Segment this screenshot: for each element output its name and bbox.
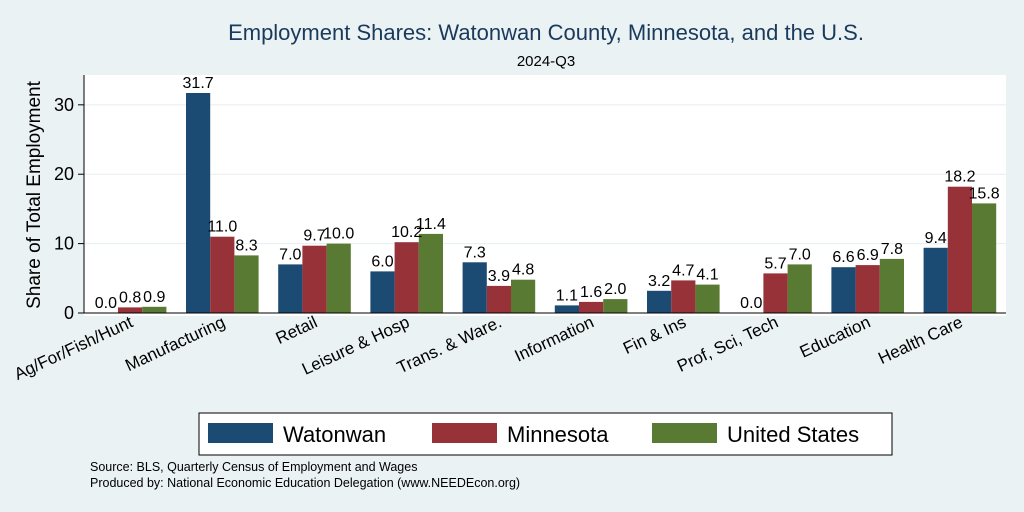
- data-label-watonwan-leisure-hosp: 6.0: [371, 253, 393, 270]
- data-label-minnesota-information: 1.6: [580, 284, 602, 301]
- bar-minnesota-fin-ins: [671, 280, 696, 313]
- legend-box: [198, 412, 893, 456]
- category-label-trans-ware: Trans. & Ware.: [394, 312, 504, 377]
- category-label-fin-ins: Fin & Ins: [620, 312, 689, 358]
- category-label-information: Information: [512, 312, 597, 365]
- chart-title: Employment Shares: Watonwan County, Minn…: [228, 20, 864, 45]
- data-label-watonwan-ag-for-fish-hunt: 0.0: [95, 295, 117, 312]
- legend: Watonwan Minnesota United States: [198, 412, 893, 456]
- y-tick-label: 0: [64, 303, 74, 323]
- legend-swatch-watonwan: [208, 423, 273, 443]
- category-label-health-care: Health Care: [875, 312, 965, 368]
- chart-subtitle: 2024-Q3: [517, 53, 575, 70]
- bar-minnesota-manufacturing: [210, 236, 235, 313]
- bar-watonwan-education: [831, 267, 856, 313]
- bar-united-states-education: [879, 258, 904, 313]
- data-label-watonwan-information: 1.1: [556, 287, 578, 304]
- legend-label-minnesota: Minnesota: [507, 422, 609, 447]
- source-note: Source: BLS, Quarterly Census of Employm…: [90, 460, 417, 474]
- category-label-education: Education: [797, 312, 874, 361]
- bar-watonwan-health-care: [923, 247, 948, 313]
- bar-united-states-information: [603, 299, 628, 313]
- data-label-united-states-trans-ware: 4.8: [512, 262, 534, 279]
- data-label-minnesota-fin-ins: 4.7: [672, 262, 694, 279]
- y-tick-label: 20: [54, 164, 74, 184]
- data-label-minnesota-health-care: 18.2: [944, 169, 975, 186]
- bar-watonwan-leisure-hosp: [370, 271, 395, 313]
- y-axis-title: Share of Total Employment: [24, 80, 45, 308]
- legend-swatch-minnesota: [432, 423, 497, 443]
- y-tick-label: 30: [54, 95, 74, 115]
- data-label-minnesota-ag-for-fish-hunt: 0.8: [119, 289, 141, 306]
- data-label-watonwan-education: 6.6: [832, 249, 854, 266]
- category-label-prof-sci-tech: Prof, Sci, Tech: [674, 312, 781, 375]
- bar-united-states-health-care: [972, 203, 997, 313]
- produced-by-note: Produced by: National Economic Education…: [90, 476, 520, 490]
- legend-label-watonwan: Watonwan: [283, 422, 386, 447]
- bar-minnesota-retail: [302, 245, 327, 313]
- data-label-minnesota-education: 6.9: [857, 247, 879, 264]
- bar-minnesota-health-care: [947, 186, 972, 313]
- data-label-united-states-health-care: 15.8: [969, 185, 1000, 202]
- gridlines: [84, 104, 1006, 245]
- bar-minnesota-information: [579, 301, 604, 313]
- category-label-retail: Retail: [273, 312, 320, 348]
- bars: [84, 93, 1006, 314]
- bar-watonwan-trans-ware: [462, 262, 487, 313]
- bar-united-states-retail: [326, 243, 351, 313]
- bar-united-states-prof-sci-tech: [787, 264, 812, 313]
- bar-watonwan-retail: [278, 264, 303, 313]
- data-label-united-states-ag-for-fish-hunt: 0.9: [143, 289, 165, 306]
- bar-minnesota-trans-ware: [486, 285, 511, 313]
- data-label-minnesota-prof-sci-tech: 5.7: [764, 255, 786, 272]
- legend-label-united-states: United States: [727, 422, 859, 447]
- legend-swatch-united-states: [652, 423, 717, 443]
- data-label-minnesota-retail: 9.7: [303, 228, 325, 245]
- bar-united-states-manufacturing: [234, 255, 259, 313]
- data-label-united-states-prof-sci-tech: 7.0: [789, 246, 811, 263]
- data-label-united-states-retail: 10.0: [323, 226, 354, 243]
- data-label-watonwan-health-care: 9.4: [925, 230, 947, 247]
- data-label-minnesota-leisure-hosp: 10.2: [391, 224, 422, 241]
- data-label-watonwan-retail: 7.0: [279, 246, 301, 263]
- y-axis: 0 10 20 30: [54, 75, 85, 323]
- data-label-watonwan-fin-ins: 3.2: [648, 273, 670, 290]
- category-label-ag-for-fish-hunt: Ag/For/Fish/Hunt: [11, 312, 136, 384]
- bar-watonwan-information: [554, 305, 579, 313]
- data-label-watonwan-trans-ware: 7.3: [464, 244, 486, 261]
- bar-watonwan-fin-ins: [647, 290, 672, 313]
- bar-minnesota-education: [855, 265, 880, 313]
- bar-minnesota-ag-for-fish-hunt: [118, 307, 143, 313]
- data-label-minnesota-manufacturing: 11.0: [207, 219, 237, 236]
- bar-united-states-ag-for-fish-hunt: [142, 306, 167, 313]
- category-label-manufacturing: Manufacturing: [122, 312, 228, 375]
- bar-minnesota-leisure-hosp: [394, 242, 419, 313]
- data-labels: 0.0 0.8 0.931.711.08.37.09.710.06.010.211.…: [95, 75, 1000, 312]
- data-label-united-states-leisure-hosp: 11.4: [416, 216, 446, 233]
- data-label-united-states-education: 7.8: [881, 241, 903, 258]
- y-tick-label: 10: [54, 234, 74, 254]
- data-label-watonwan-prof-sci-tech: 0.0: [740, 295, 762, 312]
- bar-united-states-trans-ware: [511, 279, 536, 313]
- data-label-minnesota-trans-ware: 3.9: [488, 268, 510, 285]
- bar-united-states-fin-ins: [695, 284, 720, 313]
- data-label-united-states-information: 2.0: [604, 281, 626, 298]
- data-label-united-states-fin-ins: 4.1: [696, 267, 718, 284]
- data-label-watonwan-manufacturing: 31.7: [183, 75, 214, 92]
- bar-watonwan-manufacturing: [186, 93, 211, 313]
- bar-united-states-leisure-hosp: [418, 233, 443, 313]
- bar-minnesota-prof-sci-tech: [763, 273, 788, 313]
- data-label-united-states-manufacturing: 8.3: [235, 237, 257, 254]
